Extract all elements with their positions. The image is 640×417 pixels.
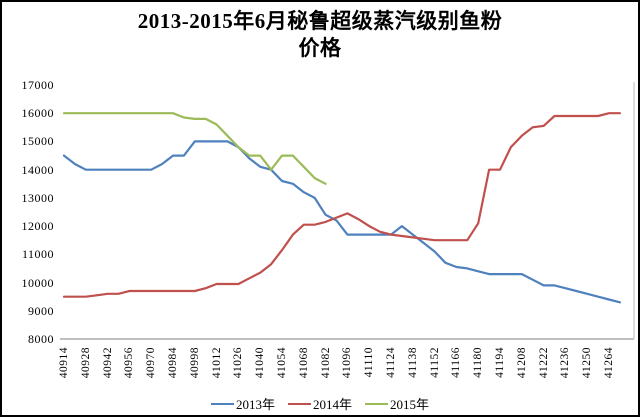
x-tick-41208: 41208 bbox=[516, 343, 528, 389]
x-tick-41138: 41138 bbox=[407, 343, 419, 389]
x-tick-41152: 41152 bbox=[429, 343, 441, 389]
x-tick-label-41166: 41166 bbox=[450, 347, 463, 378]
legend-item-2014年: 2014年 bbox=[287, 394, 352, 413]
series-line-2014年 bbox=[62, 112, 622, 298]
y-tick-label-15000: 15000 bbox=[21, 134, 54, 149]
x-tick-label-41222: 41222 bbox=[537, 347, 550, 379]
x-tick-41054: 41054 bbox=[276, 343, 288, 389]
x-tick-41124: 41124 bbox=[385, 343, 397, 389]
x-tick-41110: 41110 bbox=[363, 343, 375, 389]
x-tick-label-41068: 41068 bbox=[297, 347, 310, 379]
y-tick-label-9000: 9000 bbox=[28, 303, 54, 318]
x-tick-41180: 41180 bbox=[472, 343, 484, 389]
chart-title: 2013-2015年6月秘鲁超级蒸汽级别鱼粉 价格 bbox=[2, 8, 638, 62]
x-tick-label-41040: 41040 bbox=[254, 347, 267, 379]
legend-label: 2014年 bbox=[312, 397, 352, 412]
x-tick-41264: 41264 bbox=[603, 343, 615, 389]
y-tick-label-12000: 12000 bbox=[21, 219, 54, 234]
x-tick-label-40998: 40998 bbox=[188, 347, 201, 379]
x-tick-label-41264: 41264 bbox=[603, 347, 615, 379]
legend-label: 2015年 bbox=[390, 397, 430, 412]
y-tick-label-8000: 8000 bbox=[28, 332, 54, 346]
x-tick-label-41026: 41026 bbox=[232, 347, 245, 379]
x-tick-41026: 41026 bbox=[232, 343, 244, 389]
legend-line-icon bbox=[210, 402, 234, 405]
legend-line-icon bbox=[365, 402, 388, 405]
x-tick-label-41180: 41180 bbox=[472, 347, 485, 378]
x-tick-41250: 41250 bbox=[581, 343, 593, 389]
x-tick-label-41012: 41012 bbox=[210, 347, 223, 379]
x-tick-41096: 41096 bbox=[341, 343, 353, 389]
series-line-2013年 bbox=[62, 140, 622, 304]
legend: 2013年 2014年 2015年 bbox=[2, 394, 638, 413]
x-tick-label-41194: 41194 bbox=[494, 347, 506, 378]
x-tick-label-41054: 41054 bbox=[276, 347, 288, 379]
x-tick-40956: 40956 bbox=[123, 343, 135, 389]
x-tick-41194: 41194 bbox=[494, 343, 506, 389]
x-tick-label-41208: 41208 bbox=[515, 347, 528, 379]
y-tick-label-11000: 11000 bbox=[21, 247, 54, 262]
y-tick-label-14000: 14000 bbox=[21, 162, 54, 177]
x-tick-label-40984: 40984 bbox=[167, 347, 179, 379]
x-tick-40928: 40928 bbox=[80, 343, 92, 389]
y-tick-label-17000: 17000 bbox=[21, 78, 54, 92]
chart-title-line2: 价格 bbox=[298, 36, 342, 60]
x-tick-41012: 41012 bbox=[211, 343, 223, 389]
legend-line-icon bbox=[287, 402, 311, 405]
x-tick-label-41124: 41124 bbox=[385, 347, 397, 378]
legend-item-2015年: 2015年 bbox=[365, 394, 429, 413]
x-tick-40970: 40970 bbox=[145, 343, 157, 389]
chart-title-line1: 2013-2015年6月秘鲁超级蒸汽级别鱼粉 bbox=[137, 9, 503, 33]
series-group bbox=[62, 112, 622, 304]
x-tick-41236: 41236 bbox=[559, 343, 571, 389]
series-line-2015年 bbox=[62, 112, 327, 185]
x-tick-40984: 40984 bbox=[167, 343, 179, 389]
x-tick-label-40914: 40914 bbox=[58, 347, 70, 379]
x-tick-label-40970: 40970 bbox=[145, 347, 158, 379]
x-tick-label-41110: 41110 bbox=[363, 347, 376, 378]
x-tick-41068: 41068 bbox=[298, 343, 310, 389]
x-tick-40998: 40998 bbox=[189, 343, 201, 389]
y-tick-label-10000: 10000 bbox=[21, 275, 54, 290]
x-tick-label-41096: 41096 bbox=[341, 347, 354, 379]
x-tick-41040: 41040 bbox=[254, 343, 266, 389]
x-tick-label-41138: 41138 bbox=[406, 347, 419, 378]
x-tick-label-41236: 41236 bbox=[559, 347, 572, 379]
x-tick-label-40956: 40956 bbox=[123, 347, 136, 379]
legend-item-2013年: 2013年 bbox=[210, 394, 275, 413]
x-tick-40914: 40914 bbox=[58, 343, 70, 389]
x-tick-41166: 41166 bbox=[450, 343, 462, 389]
x-tick-label-40928: 40928 bbox=[79, 347, 92, 379]
x-tick-label-41250: 41250 bbox=[581, 347, 594, 379]
x-tick-label-41152: 41152 bbox=[428, 347, 441, 378]
x-tick-label-40942: 40942 bbox=[101, 347, 114, 379]
y-tick-label-16000: 16000 bbox=[21, 106, 54, 121]
x-tick-label-41082: 41082 bbox=[319, 347, 332, 379]
legend-label: 2013年 bbox=[235, 397, 275, 412]
x-tick-41082: 41082 bbox=[320, 343, 332, 389]
x-tick-40942: 40942 bbox=[102, 343, 114, 389]
y-tick-label-13000: 13000 bbox=[21, 190, 54, 205]
x-tick-41222: 41222 bbox=[538, 343, 550, 389]
